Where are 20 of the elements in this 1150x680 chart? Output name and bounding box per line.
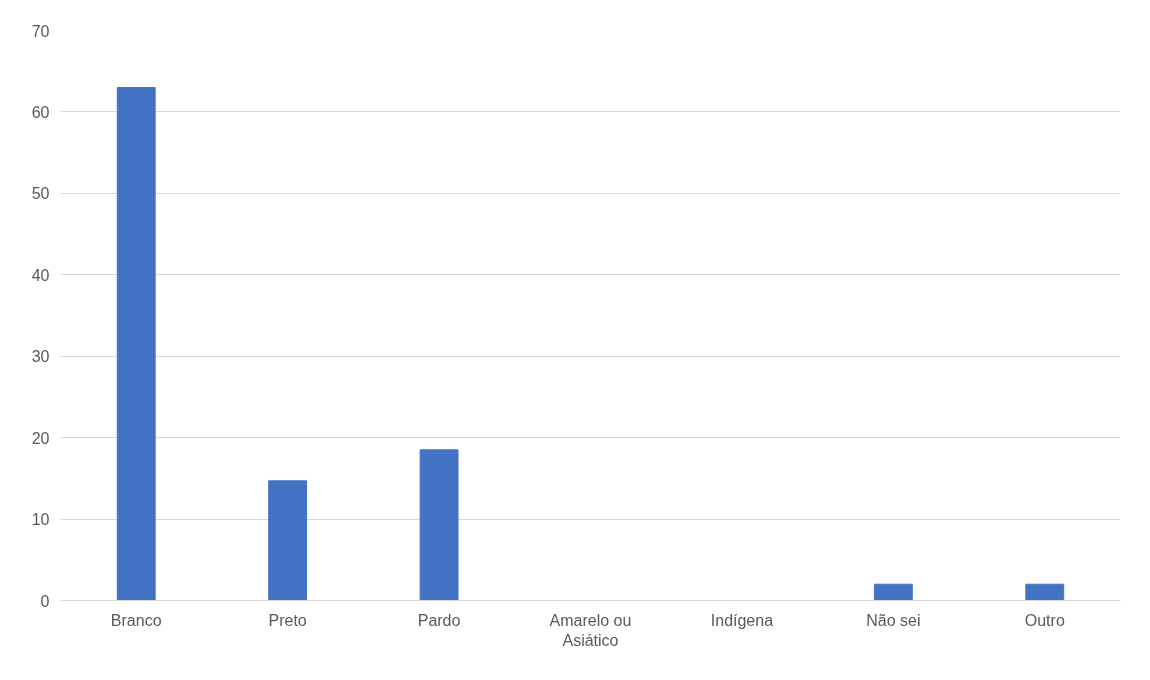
- x-tick-label: Amarelo ou Asiático: [549, 611, 632, 649]
- bar: [419, 449, 459, 601]
- x-tick-label: Preto: [268, 611, 307, 629]
- x-tick-label: Pardo: [417, 611, 461, 629]
- y-tick-label: 10: [31, 511, 50, 529]
- y-tick-label: 0: [40, 592, 50, 610]
- x-tick-label: Não sei: [866, 611, 921, 629]
- y-tick-label: 60: [31, 103, 50, 121]
- bar: [268, 480, 308, 601]
- x-tick-label: Outro: [1024, 611, 1065, 629]
- bar: [873, 583, 913, 601]
- y-tick-label: 40: [31, 266, 50, 284]
- x-tick-label: Indígena: [710, 611, 774, 629]
- y-tick-label: 70: [31, 22, 50, 40]
- y-tick-label: 30: [31, 348, 50, 366]
- y-tick-label: 50: [31, 185, 50, 203]
- bar: [116, 87, 156, 601]
- x-tick-label: Branco: [110, 611, 162, 629]
- y-tick-label: 20: [31, 429, 50, 447]
- bar: [1025, 583, 1065, 601]
